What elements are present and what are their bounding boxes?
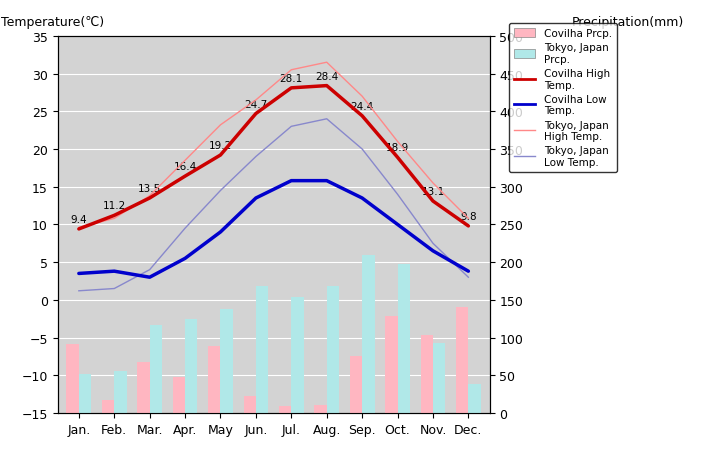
- Bar: [208, 346, 220, 413]
- Bar: [279, 406, 292, 413]
- Bar: [185, 319, 197, 413]
- Bar: [315, 405, 327, 413]
- Legend: Covilha Prcp., Tokyo, Japan
Prcp., Covilha High
Temp., Covilha Low
Temp., Tokyo,: Covilha Prcp., Tokyo, Japan Prcp., Covil…: [509, 23, 617, 173]
- Bar: [138, 363, 150, 413]
- Text: 18.9: 18.9: [386, 143, 409, 153]
- Bar: [173, 377, 185, 413]
- Text: 11.2: 11.2: [103, 201, 126, 211]
- Bar: [102, 400, 114, 413]
- Bar: [66, 344, 79, 413]
- Bar: [292, 297, 304, 413]
- Text: 9.8: 9.8: [460, 212, 477, 222]
- Text: 13.1: 13.1: [421, 187, 444, 196]
- Bar: [433, 343, 446, 413]
- Y-axis label: Precipitation(mm): Precipitation(mm): [572, 16, 684, 29]
- Bar: [220, 309, 233, 413]
- Bar: [420, 336, 433, 413]
- Bar: [150, 325, 162, 413]
- Bar: [468, 384, 481, 413]
- Bar: [350, 357, 362, 413]
- Bar: [385, 317, 397, 413]
- Text: 28.1: 28.1: [279, 74, 303, 84]
- Bar: [243, 397, 256, 413]
- Bar: [362, 255, 374, 413]
- Bar: [397, 265, 410, 413]
- Bar: [327, 286, 339, 413]
- Y-axis label: Temperature(℃): Temperature(℃): [1, 16, 104, 29]
- Bar: [79, 374, 91, 413]
- Bar: [256, 286, 269, 413]
- Text: 19.2: 19.2: [209, 141, 232, 151]
- Text: 13.5: 13.5: [138, 184, 161, 194]
- Text: 24.7: 24.7: [244, 99, 268, 109]
- Text: 28.4: 28.4: [315, 72, 338, 81]
- Bar: [456, 308, 468, 413]
- Text: 9.4: 9.4: [71, 214, 87, 224]
- Bar: [114, 371, 127, 413]
- Text: 24.4: 24.4: [351, 101, 374, 112]
- Text: 16.4: 16.4: [174, 162, 197, 172]
